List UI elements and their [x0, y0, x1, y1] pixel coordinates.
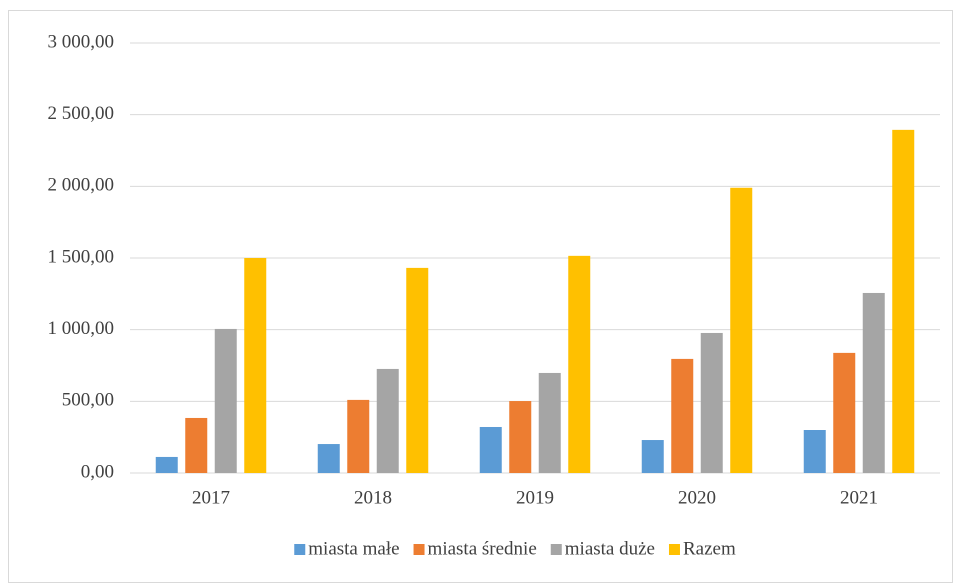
y-tick-label: 2 500,00 — [48, 103, 115, 124]
x-tick-label: 2017 — [192, 487, 230, 508]
bar — [641, 440, 664, 473]
legend-swatch — [294, 544, 306, 555]
bar — [700, 332, 723, 473]
chart-frame — [8, 10, 953, 583]
legend-label: miasta małe — [308, 538, 399, 559]
legend-swatch — [413, 544, 425, 555]
y-tick-label: 0,00 — [81, 461, 114, 482]
bar — [671, 358, 694, 473]
y-tick-label: 500,00 — [62, 390, 114, 411]
bar — [376, 368, 399, 473]
bar — [406, 267, 429, 473]
bar — [479, 426, 502, 473]
y-tick-label: 1 500,00 — [48, 246, 115, 267]
bar — [155, 456, 178, 473]
legend-swatch — [550, 544, 562, 555]
bar — [892, 129, 915, 474]
x-tick-label: 2020 — [678, 487, 716, 508]
legend-label: miasta średnie — [428, 538, 537, 559]
bar — [317, 444, 340, 473]
bar — [862, 292, 885, 473]
legend-label: miasta duże — [565, 538, 655, 559]
bar — [730, 187, 753, 473]
legend-swatch — [668, 544, 680, 555]
bar — [509, 401, 532, 473]
legend: miasta małe miasta średnie miasta duże Raze… — [294, 538, 736, 559]
x-tick-label: 2019 — [516, 487, 554, 508]
y-tick-label: 3 000,00 — [48, 31, 115, 52]
bar — [347, 399, 370, 473]
bar — [803, 430, 826, 473]
bar — [833, 352, 856, 473]
y-tick-label: 1 000,00 — [48, 318, 115, 339]
legend-label: Razem — [683, 538, 736, 559]
y-tick-label: 2 000,00 — [48, 175, 115, 196]
bar — [185, 417, 208, 473]
bar — [244, 258, 267, 473]
x-tick-label: 2021 — [840, 487, 878, 508]
bar — [214, 328, 237, 473]
bar — [568, 255, 591, 473]
bar — [538, 372, 561, 473]
x-tick-label: 2018 — [354, 487, 392, 508]
